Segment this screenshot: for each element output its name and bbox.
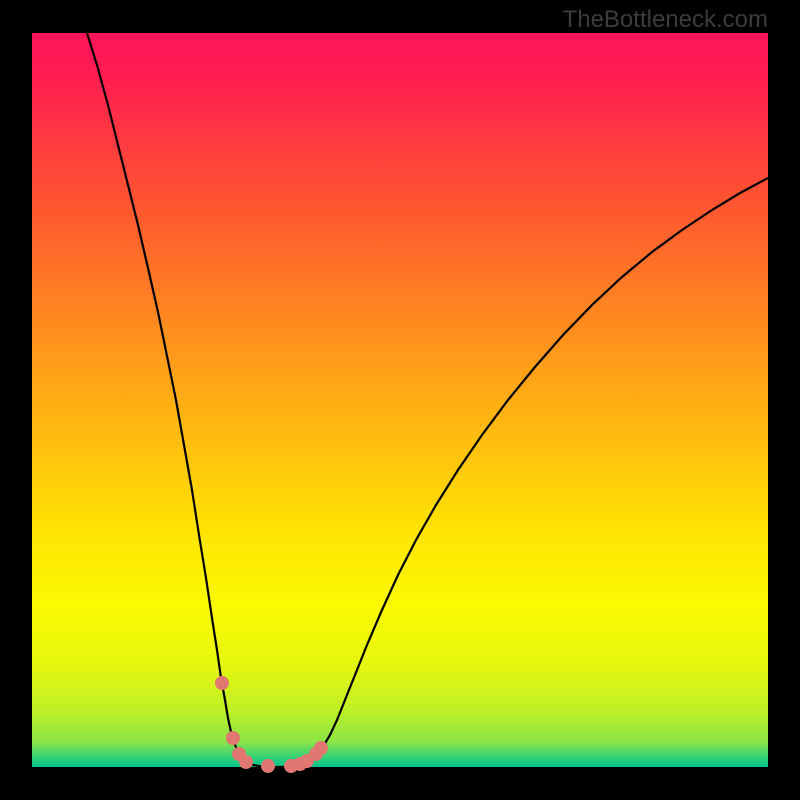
curve-marker: [226, 731, 240, 745]
curve-marker: [261, 759, 275, 773]
curve-marker: [215, 676, 229, 690]
curve-markers: [215, 676, 328, 773]
bottleneck-curve: [0, 0, 800, 800]
curve-marker: [239, 755, 253, 769]
curve-right-branch: [319, 178, 768, 752]
curve-left-branch: [87, 33, 279, 767]
curve-marker: [314, 741, 328, 755]
